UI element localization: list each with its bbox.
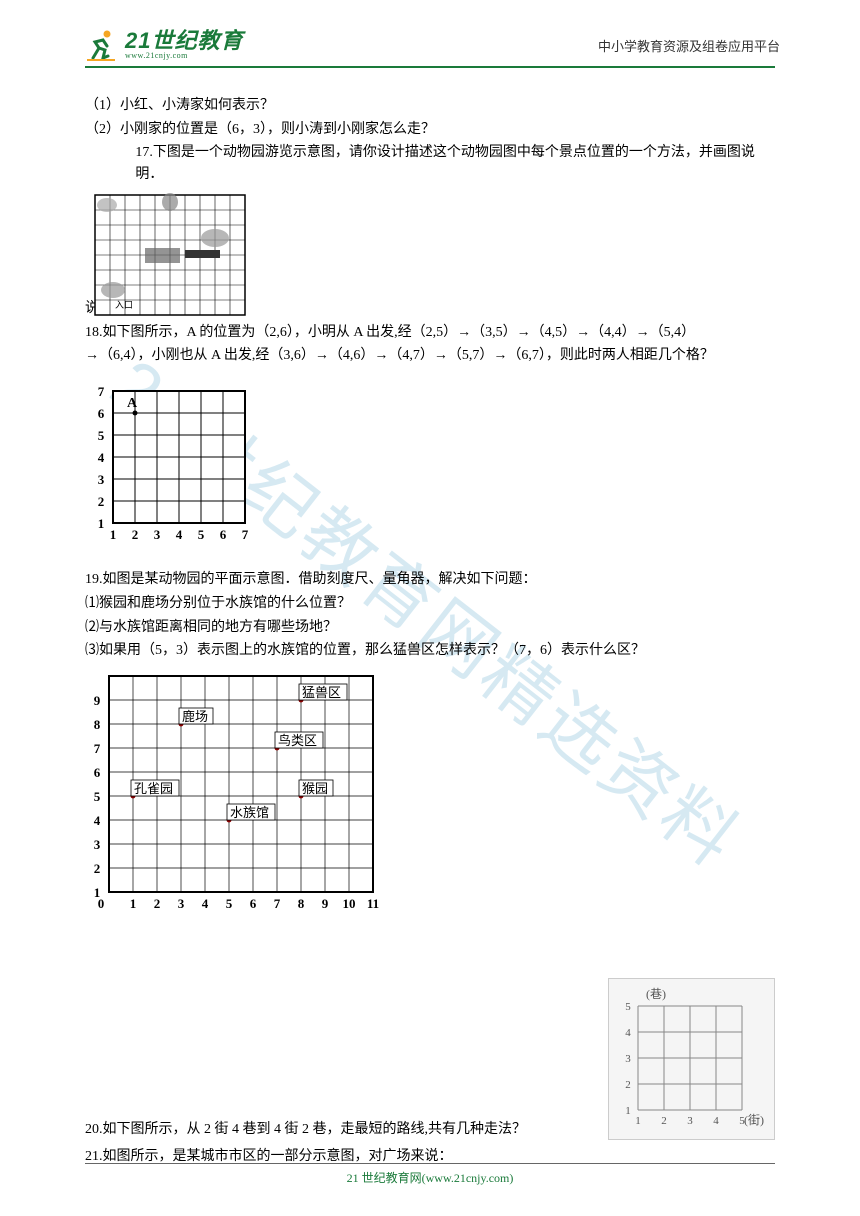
svg-text:7: 7 <box>242 527 249 542</box>
svg-text:5: 5 <box>198 527 205 542</box>
svg-text:6: 6 <box>250 896 257 911</box>
svg-text:2: 2 <box>98 494 105 509</box>
footer-text: 21 世纪教育网(www.21cnjy.com) <box>0 1169 860 1186</box>
q18-line1: 18.如下图所示，A 的位置为（2,6），小明从 A 出发,经（2,5）→（3,… <box>85 322 775 344</box>
svg-text:3: 3 <box>178 896 185 911</box>
svg-text:7: 7 <box>98 384 105 399</box>
svg-text:8: 8 <box>298 896 305 911</box>
svg-text:2: 2 <box>132 527 139 542</box>
svg-text:2: 2 <box>94 861 101 876</box>
svg-text:10: 10 <box>343 896 356 911</box>
svg-text:5: 5 <box>625 1001 631 1013</box>
q20-text: 20.如下图所示，从 2 街 4 巷到 4 街 2 巷，走最短的路线,共有几种走… <box>85 1119 598 1141</box>
svg-text:1: 1 <box>98 516 105 531</box>
svg-text:8: 8 <box>94 717 101 732</box>
svg-text:6: 6 <box>98 406 105 421</box>
svg-text:2: 2 <box>154 896 161 911</box>
q20-grid-figure: (巷)1234512345(街) <box>608 978 775 1140</box>
svg-text:2: 2 <box>661 1115 667 1127</box>
svg-text:3: 3 <box>687 1115 693 1127</box>
q17-figure-row: 说明． <box>85 190 775 320</box>
q19-main: 19.如图是某动物园的平面示意图．借助刻度尺、量角器，解决如下问题： <box>85 569 775 591</box>
q16-sub1: （1）小红、小涛家如何表示？ <box>85 95 775 117</box>
svg-text:3: 3 <box>94 837 101 852</box>
q21-text: 21.如图所示，是某城市市区的一部分示意图，对广场来说： <box>85 1146 598 1168</box>
content-area: （1）小红、小涛家如何表示？ （2）小刚家的位置是（6，3），则小涛到小刚家怎么… <box>85 95 775 1170</box>
svg-text:6: 6 <box>94 765 101 780</box>
svg-text:2: 2 <box>625 1079 631 1091</box>
q17-text: 17.下图是一个动物园游览示意图，请你设计描述这个动物园图中每个景点位置的一个方… <box>85 142 775 185</box>
q19-sub1: ⑴猴园和鹿场分别位于水族馆的什么位置？ <box>85 593 775 615</box>
svg-text:9: 9 <box>322 896 329 911</box>
svg-text:鸟类区: 鸟类区 <box>278 733 317 748</box>
svg-text:6: 6 <box>220 527 227 542</box>
q17-zoo-grid: 入口 <box>85 190 255 320</box>
q19-sub3: ⑶如果用（5，3）表示图上的水族馆的位置，那么猛兽区怎样表示？（7，6）表示什么… <box>85 640 775 662</box>
svg-text:3: 3 <box>98 472 105 487</box>
svg-text:11: 11 <box>367 896 379 911</box>
svg-text:3: 3 <box>625 1053 631 1065</box>
svg-text:4: 4 <box>625 1027 631 1039</box>
svg-text:(街): (街) <box>744 1113 764 1127</box>
q18-line2: →（6,4），小刚也从 A 出发,经（3,6）→（4,6）→（4,7）→（5,7… <box>85 345 775 367</box>
svg-text:水族馆: 水族馆 <box>230 805 269 820</box>
svg-text:4: 4 <box>176 527 183 542</box>
logo-block: 21世纪教育 www.21cnjy.com <box>85 28 243 62</box>
q19-sub2: ⑵与水族馆距离相同的地方有哪些场地？ <box>85 617 775 639</box>
svg-text:1: 1 <box>94 885 101 900</box>
svg-text:4: 4 <box>713 1115 719 1127</box>
svg-text:猛兽区: 猛兽区 <box>302 685 341 700</box>
svg-text:5: 5 <box>98 428 105 443</box>
logo-main-text: 21世纪教育 <box>125 30 243 52</box>
header-divider <box>85 66 775 68</box>
svg-text:9: 9 <box>94 693 101 708</box>
svg-text:1: 1 <box>110 527 117 542</box>
svg-text:孔雀园: 孔雀园 <box>134 781 173 796</box>
svg-text:1: 1 <box>625 1105 631 1117</box>
svg-text:猴园: 猴园 <box>302 781 328 796</box>
svg-text:5: 5 <box>226 896 233 911</box>
svg-text:4: 4 <box>94 813 101 828</box>
logo-text: 21世纪教育 www.21cnjy.com <box>125 30 243 60</box>
logo-sub-text: www.21cnjy.com <box>125 52 243 60</box>
q19-zoo-map: 01234567891011123456789猛兽区鹿场鸟类区孔雀园猴园水族馆 <box>85 668 775 918</box>
page-header: 21世纪教育 www.21cnjy.com 中小学教育资源及组卷应用平台 <box>0 28 860 62</box>
svg-text:5: 5 <box>94 789 101 804</box>
svg-text:(巷): (巷) <box>646 987 666 1001</box>
runner-icon <box>85 28 119 62</box>
svg-text:3: 3 <box>154 527 161 542</box>
svg-text:1: 1 <box>130 896 137 911</box>
q20-row: 20.如下图所示，从 2 街 4 巷到 4 街 2 巷，走最短的路线,共有几种走… <box>85 978 775 1170</box>
svg-text:入口: 入口 <box>115 300 133 310</box>
svg-text:7: 7 <box>94 741 101 756</box>
svg-text:4: 4 <box>202 896 209 911</box>
q16-sub2: （2）小刚家的位置是（6，3），则小涛到小刚家怎么走？ <box>85 119 775 141</box>
svg-text:7: 7 <box>274 896 281 911</box>
svg-text:鹿场: 鹿场 <box>182 709 208 724</box>
svg-text:1: 1 <box>635 1115 641 1127</box>
svg-text:A: A <box>127 396 138 411</box>
q18-grid-figure: 11223344556677A <box>85 381 775 559</box>
header-platform-text: 中小学教育资源及组卷应用平台 <box>598 36 780 55</box>
svg-text:4: 4 <box>98 450 105 465</box>
